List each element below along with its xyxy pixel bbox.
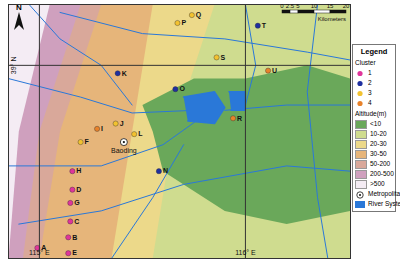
svg-text:15: 15: [327, 3, 334, 9]
svg-text:O: O: [179, 85, 185, 92]
svg-text:L: L: [138, 130, 143, 137]
svg-text:5: 5: [296, 3, 300, 9]
html-text:<10: <10: [370, 120, 381, 127]
svg-text:115° E: 115° E: [29, 249, 50, 256]
html-text:200-500: 200-500: [370, 170, 394, 177]
svg-text:F: F: [85, 138, 90, 145]
svg-text:0: 0: [280, 3, 284, 9]
svg-text:T: T: [262, 22, 267, 29]
svg-text:Q: Q: [196, 11, 202, 19]
html-text:Legend: Legend: [360, 47, 388, 56]
svg-text:N: N: [163, 167, 168, 174]
svg-text:C: C: [74, 218, 79, 225]
svg-text:D: D: [76, 186, 81, 193]
svg-text:10: 10: [311, 3, 318, 9]
html-text:50-200: 50-200: [370, 160, 391, 167]
html-text:4: 4: [368, 99, 372, 106]
svg-text:116° E: 116° E: [235, 249, 256, 256]
html-text:20-30: 20-30: [370, 140, 387, 147]
svg-text:39° N: 39° N: [10, 57, 17, 75]
svg-text:E: E: [72, 249, 77, 256]
html-text:30-50: 30-50: [370, 150, 387, 157]
html-text:2: 2: [368, 79, 372, 86]
html-text:Cluster: Cluster: [355, 59, 376, 66]
html-text:1: 1: [368, 69, 372, 76]
svg-text:J: J: [120, 120, 124, 127]
svg-text:P: P: [181, 19, 186, 26]
svg-text:R: R: [237, 115, 242, 122]
html-text:>500: >500: [370, 180, 385, 187]
svg-text:20: 20: [343, 3, 350, 9]
html-text:N: N: [16, 3, 22, 12]
svg-text:H: H: [76, 167, 81, 174]
svg-text:I: I: [101, 125, 103, 132]
svg-text:K: K: [122, 70, 127, 77]
svg-text:U: U: [272, 67, 277, 74]
html-text:3: 3: [368, 89, 372, 96]
svg-text:G: G: [74, 199, 80, 206]
html-text:Altitude(m): Altitude(m): [355, 110, 387, 117]
svg-text:2.5: 2.5: [286, 3, 295, 9]
svg-text:A: A: [41, 244, 47, 252]
html-text:10-20: 10-20: [370, 130, 387, 137]
svg-text:S: S: [221, 54, 226, 61]
svg-text:Baoding: Baoding: [111, 147, 137, 155]
svg-text:B: B: [72, 234, 77, 241]
svg-text:Kilometers: Kilometers: [318, 16, 346, 22]
